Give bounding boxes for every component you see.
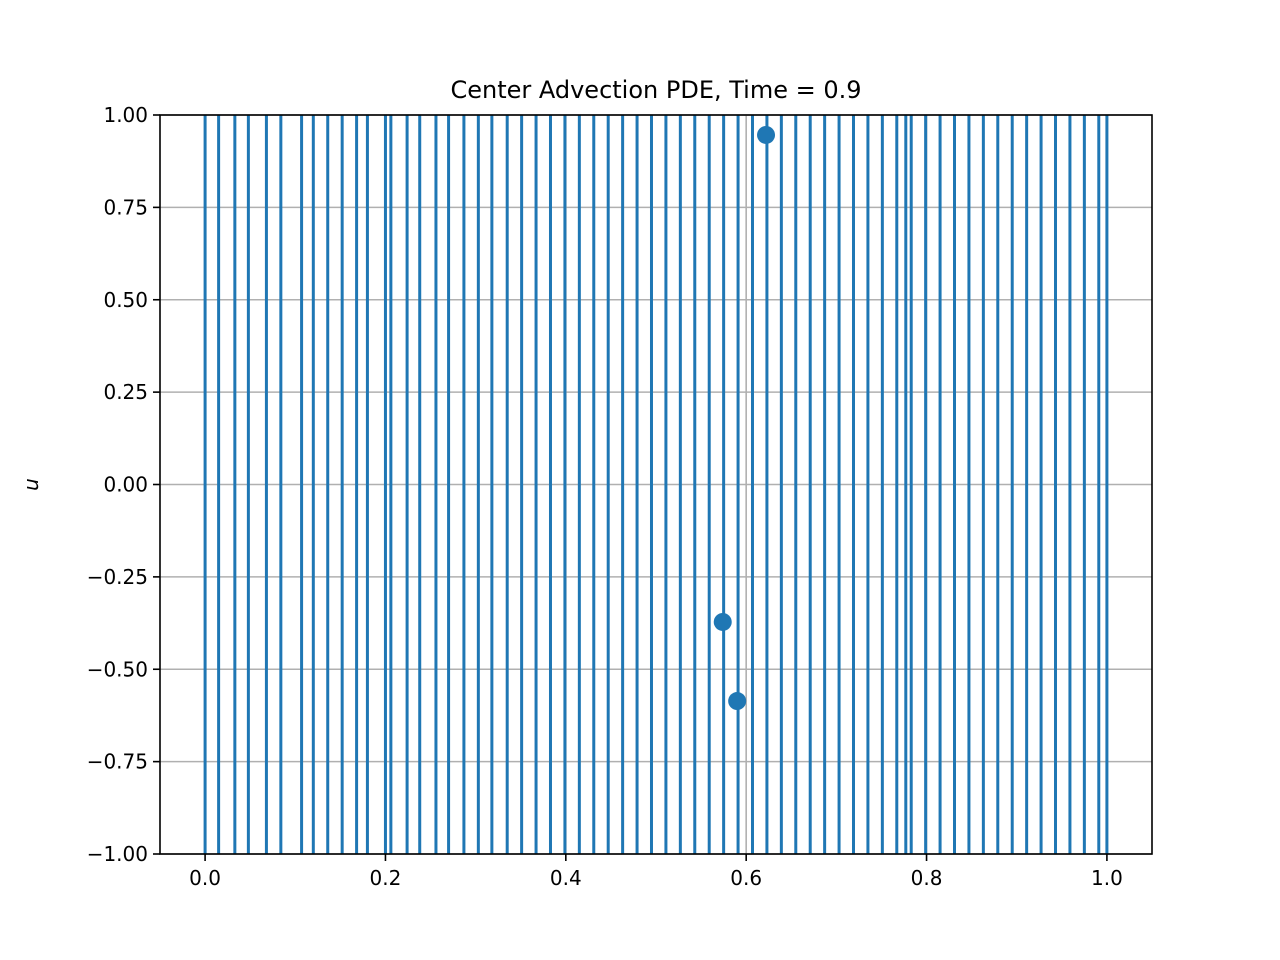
y-axis: 1.00 0.75 0.50 0.25 0.00 −0.25 −0.50 −0.75 −1.00 [87,103,160,866]
y-axis-label: u [19,478,43,491]
x-tick-label: 0.6 [730,866,762,890]
y-tick-label: 0.25 [103,380,148,404]
y-tick-label: 1.00 [103,103,148,127]
y-tick-label: 0.00 [103,473,148,497]
data-lines [203,115,1109,854]
x-tick-label: 0.4 [550,866,582,890]
y-tick-label: −0.50 [87,657,148,681]
y-tick-label: 0.75 [103,195,148,219]
y-tick-label: −0.25 [87,565,148,589]
x-tick-label: 0.8 [911,866,943,890]
grid [160,114,1152,855]
y-tick-label: 0.50 [103,288,148,312]
data-point [757,125,776,144]
x-axis: 0.0 0.2 0.4 0.6 0.8 1.0 [189,854,1123,890]
x-tick-label: 1.0 [1091,866,1123,890]
y-tick-label: −0.75 [87,750,148,774]
data-points [713,125,776,711]
data-point [713,612,732,631]
chart-title: Center Advection PDE, Time = 0.9 [450,76,861,104]
x-tick-label: 0.0 [189,866,221,890]
y-tick-label: −1.00 [87,842,148,866]
x-tick-label: 0.2 [370,866,402,890]
data-point [728,692,747,711]
